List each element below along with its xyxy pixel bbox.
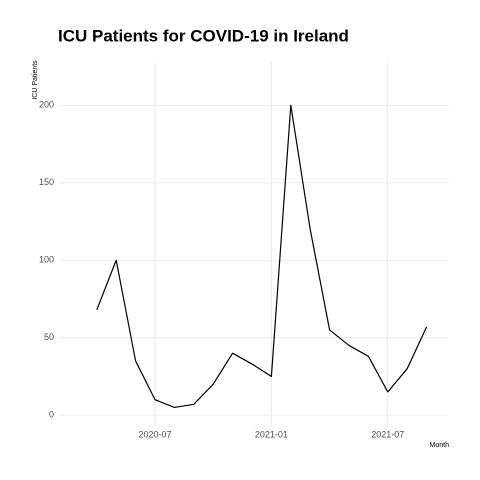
x-tick-label: 2020-07 (138, 429, 171, 439)
x-tick-label: 2021-07 (371, 429, 404, 439)
y-tick-label: 200 (39, 100, 54, 110)
x-tick-label: 2021-01 (255, 429, 288, 439)
y-tick-label: 150 (39, 177, 54, 187)
line (96, 104, 428, 409)
chart-title: ICU Patients for COVID-19 in Ireland (58, 26, 349, 45)
x-axis-title: Month (430, 442, 450, 449)
y-axis-title: ICU Patients (32, 60, 39, 100)
y-tick-label: 0 (49, 410, 54, 420)
y-tick-label: 100 (39, 255, 54, 265)
y-tick-label: 50 (44, 332, 54, 342)
